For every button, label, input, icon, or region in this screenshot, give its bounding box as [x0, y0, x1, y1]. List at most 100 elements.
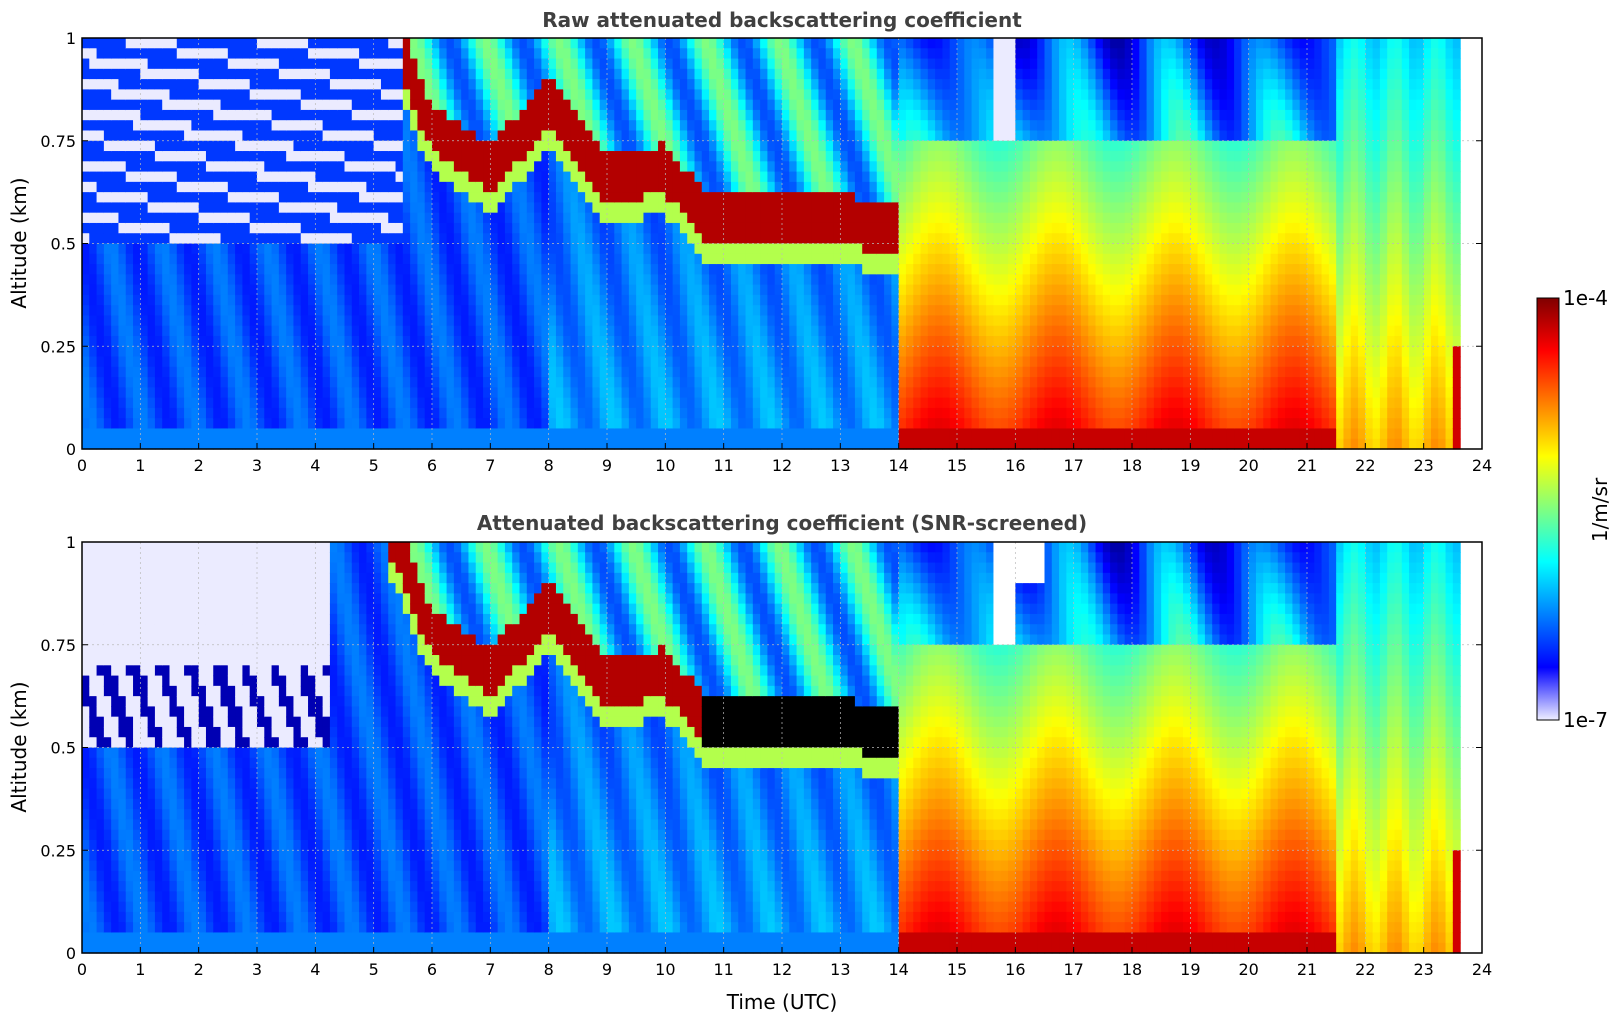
heatmap-cell — [643, 243, 652, 255]
heatmap-cell — [978, 151, 987, 162]
heatmap-cell — [782, 325, 790, 337]
heatmap-cell — [789, 120, 798, 132]
heatmap-cell — [592, 243, 601, 255]
heatmap-cell — [526, 181, 535, 193]
heatmap-cell — [526, 438, 535, 450]
heatmap-cell — [730, 315, 739, 327]
heatmap-cell — [774, 58, 783, 70]
heatmap-cell — [854, 397, 863, 409]
heatmap-cell — [286, 397, 295, 409]
heatmap-cell — [949, 89, 958, 101]
heatmap-cell — [920, 284, 929, 296]
heatmap-cell — [942, 151, 951, 162]
heatmap-cell — [453, 202, 462, 214]
heatmap-cell — [257, 202, 265, 214]
heatmap-cell — [315, 130, 324, 142]
heatmap-cell — [679, 284, 688, 296]
heatmap-cell — [133, 120, 141, 132]
heatmap-cell — [679, 171, 688, 183]
heatmap-cell — [271, 428, 280, 440]
heatmap-cell — [89, 120, 98, 132]
heatmap-cell — [679, 387, 688, 399]
heatmap-cell — [111, 68, 120, 80]
heatmap-cell — [760, 438, 769, 450]
heatmap-cell — [453, 161, 462, 173]
heatmap-cell — [628, 305, 637, 317]
heatmap-cell — [125, 79, 134, 90]
heatmap-cell — [432, 89, 440, 101]
heatmap-cell — [380, 171, 389, 183]
heatmap-cell — [803, 397, 812, 409]
heatmap-cell — [293, 346, 302, 358]
heatmap-cell — [694, 274, 703, 286]
heatmap-cell — [650, 181, 659, 193]
heatmap-cell — [767, 274, 776, 286]
heatmap-cell — [643, 294, 652, 306]
heatmap-cell — [213, 68, 222, 80]
heatmap-cell — [453, 325, 462, 337]
heatmap-cell — [191, 377, 200, 388]
heatmap-cell — [621, 38, 630, 49]
heatmap-cell — [366, 407, 375, 419]
heatmap-cell — [592, 79, 601, 90]
heatmap-cell — [125, 171, 134, 183]
heatmap-cell — [585, 161, 594, 173]
heatmap-cell — [599, 161, 608, 173]
heatmap-cell — [628, 264, 637, 275]
heatmap-cell — [650, 305, 659, 317]
heatmap-cell — [716, 202, 725, 214]
heatmap-cell — [264, 335, 273, 347]
heatmap-cell — [971, 212, 980, 224]
heatmap-cell — [964, 58, 973, 70]
heatmap-cell — [278, 315, 287, 327]
heatmap-cell — [614, 325, 623, 337]
heatmap-cell — [811, 356, 820, 368]
heatmap-cell — [468, 181, 477, 193]
heatmap-cell — [235, 315, 244, 327]
heatmap-cell — [140, 325, 149, 337]
heatmap-cell — [555, 130, 564, 142]
heatmap-cell — [986, 38, 995, 49]
heatmap-cell — [672, 89, 681, 101]
heatmap-cell — [694, 438, 703, 450]
heatmap-cell — [344, 48, 353, 60]
heatmap-cell — [184, 264, 192, 275]
heatmap-cell — [242, 151, 251, 162]
heatmap-cell — [125, 151, 134, 162]
heatmap-cell — [490, 130, 499, 142]
heatmap-cell — [905, 192, 914, 204]
heatmap-cell — [329, 407, 338, 419]
heatmap-cell — [679, 99, 688, 111]
heatmap-cell — [497, 438, 506, 450]
heatmap-cell — [730, 192, 739, 204]
heatmap-cell — [133, 202, 141, 214]
heatmap-cell — [111, 284, 120, 296]
heatmap-cell — [271, 79, 280, 90]
heatmap-cell — [811, 335, 820, 347]
heatmap-cell — [825, 151, 834, 162]
heatmap-cell — [227, 192, 236, 204]
heatmap-cell — [803, 243, 812, 255]
heatmap-cell — [905, 438, 914, 450]
heatmap-cell — [82, 109, 90, 121]
heatmap-cell — [679, 305, 688, 317]
heatmap-cell — [125, 407, 134, 419]
heatmap-cell — [665, 335, 674, 347]
heatmap-cell — [453, 335, 462, 347]
heatmap-cell — [971, 181, 980, 193]
heatmap-cell — [468, 438, 477, 450]
heatmap-cell — [468, 99, 477, 111]
heatmap-cell — [796, 346, 805, 358]
heatmap-cell — [526, 284, 535, 296]
heatmap-cell — [395, 418, 404, 430]
heatmap-cell — [555, 181, 564, 193]
heatmap-cell — [140, 89, 149, 101]
heatmap-cell — [278, 181, 287, 193]
heatmap-cell — [293, 161, 302, 173]
heatmap-cell — [701, 151, 710, 162]
heatmap-cell — [300, 387, 309, 399]
heatmap-cell — [446, 346, 455, 358]
heatmap-cell — [978, 68, 987, 80]
heatmap-cell — [519, 366, 528, 378]
heatmap-cell — [643, 109, 652, 121]
